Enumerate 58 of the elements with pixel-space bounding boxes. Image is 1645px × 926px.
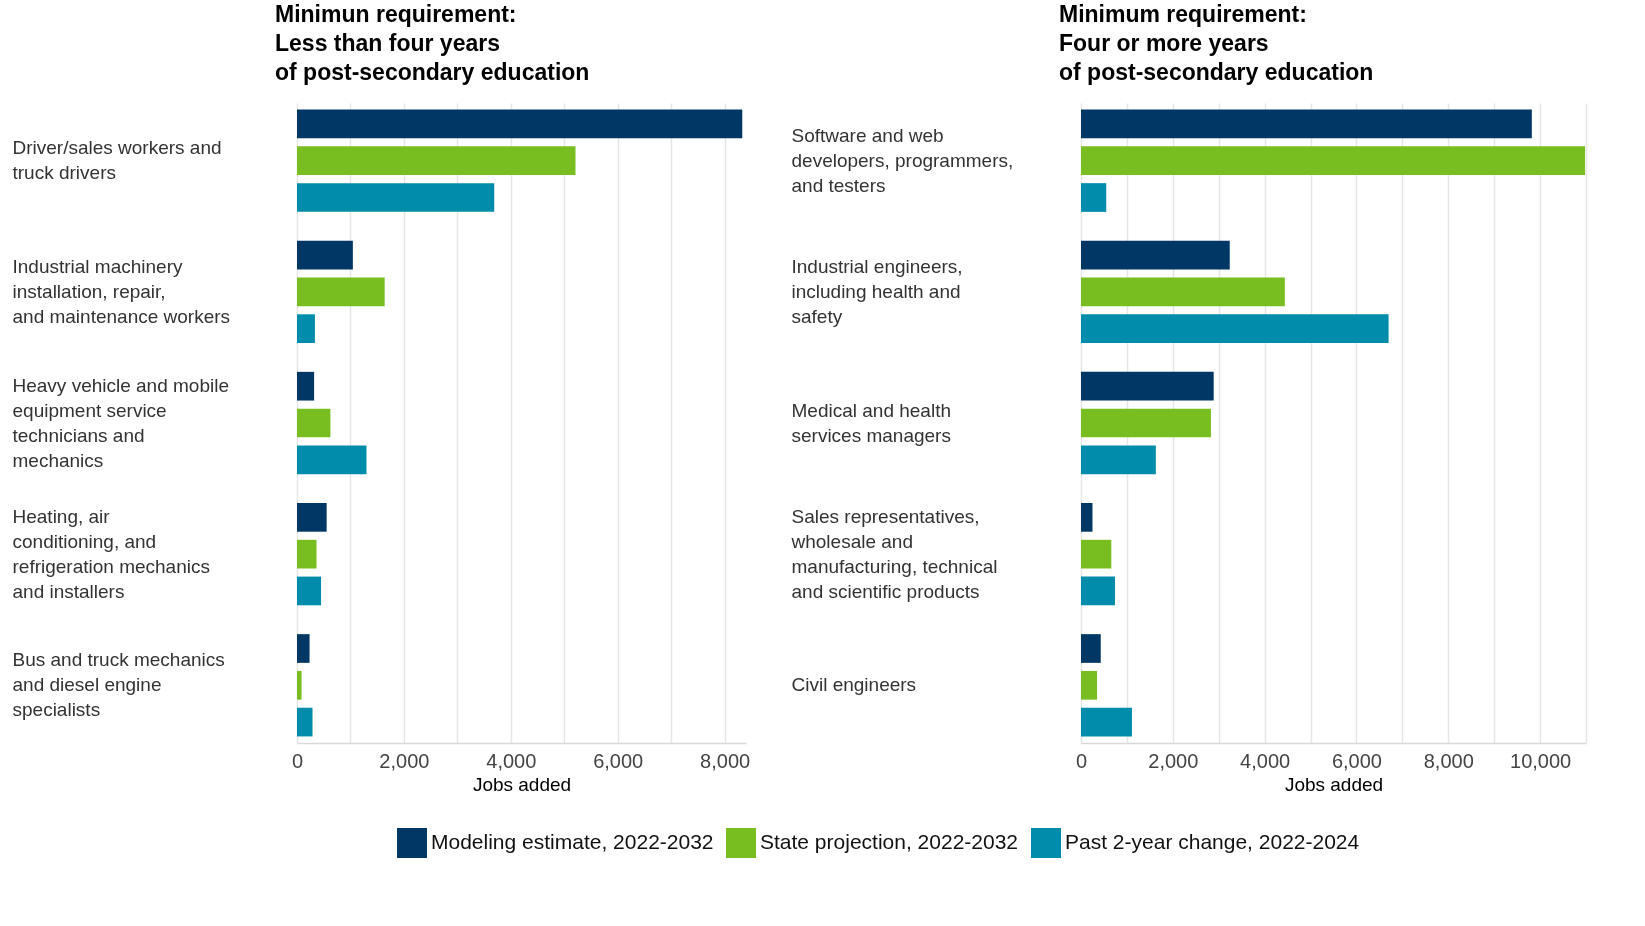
x-tick-label: 8,000: [700, 749, 751, 772]
x-tick-label: 2,000: [1148, 749, 1199, 772]
bar: [297, 445, 367, 475]
bar: [1081, 371, 1214, 401]
bar: [1081, 314, 1389, 343]
bar: [297, 539, 317, 569]
bar: [1081, 240, 1230, 270]
y-tick-label: Heating, air conditioning, and refrigeration mechanics and installers: [12, 505, 210, 602]
y-tick-label: Software and web developers, programmers, and testers: [791, 124, 1014, 196]
bar: [297, 314, 315, 343]
bar: [297, 503, 327, 532]
bar: [1081, 109, 1532, 139]
bar: [297, 371, 315, 401]
bar: [1081, 634, 1101, 663]
y-tick-label: Industrial engineers, including health and safety: [791, 255, 963, 327]
legend-label: Modeling estimate, 2022-2032: [431, 830, 714, 853]
y-tick-label: Medical and health services managers: [791, 399, 951, 446]
bar: [297, 408, 331, 438]
bar: [1081, 576, 1115, 606]
bar: [297, 707, 313, 737]
y-tick-label: Sales representatives, wholesale and manufacturing, technical and scientific products: [790, 505, 998, 602]
y-tick-label: Bus and truck mechanics and diesel engine specialists: [12, 649, 225, 721]
bar: [297, 670, 302, 700]
legend-label: Past 2-year change, 2022-2024: [1065, 830, 1360, 853]
x-tick-label: 6,000: [1331, 749, 1382, 772]
x-tick-label: 4,000: [1240, 749, 1291, 772]
x-tick-label: 10,000: [1510, 749, 1572, 772]
bar: [297, 240, 353, 270]
bar: [1081, 707, 1132, 737]
chart-title: Minimun requirement: Less than four years of post-secondary education: [275, 1, 590, 85]
y-tick-label: Driver/sales workers and truck drivers: [12, 137, 222, 184]
x-tick-label: 6,000: [593, 749, 644, 772]
chart-title: Minimum requirement: Four or more years of post-secondary education: [1059, 1, 1374, 85]
bar: [297, 576, 322, 606]
x-tick-label: 0: [1075, 749, 1088, 772]
bar: [1081, 408, 1211, 438]
bar: [1081, 503, 1093, 532]
x-axis-title: Jobs added: [1284, 773, 1384, 795]
bar: [1081, 670, 1098, 700]
x-tick-label: 0: [291, 749, 304, 772]
bar: [297, 277, 385, 307]
y-tick-label: Heavy vehicle and mobile equipment service technicians and mechanics: [12, 374, 230, 471]
bar: [297, 183, 495, 212]
y-tick-label: Industrial machinery installation, repair, and maintenance workers: [12, 255, 231, 327]
bar: [1081, 277, 1285, 307]
bar: [1081, 445, 1156, 475]
x-tick-label: 4,000: [486, 749, 537, 772]
x-tick-label: 8,000: [1423, 749, 1474, 772]
legend-label: State projection, 2022-2032: [760, 830, 1019, 853]
bar: [297, 146, 576, 176]
bar: [1081, 146, 1586, 176]
x-tick-label: 2,000: [379, 749, 430, 772]
x-axis-title: Jobs added: [472, 773, 572, 795]
y-tick-label: Civil engineers: [791, 674, 917, 696]
bar: [297, 109, 743, 139]
bar: [1081, 539, 1112, 569]
bar: [1081, 183, 1107, 212]
bar: [297, 634, 310, 663]
